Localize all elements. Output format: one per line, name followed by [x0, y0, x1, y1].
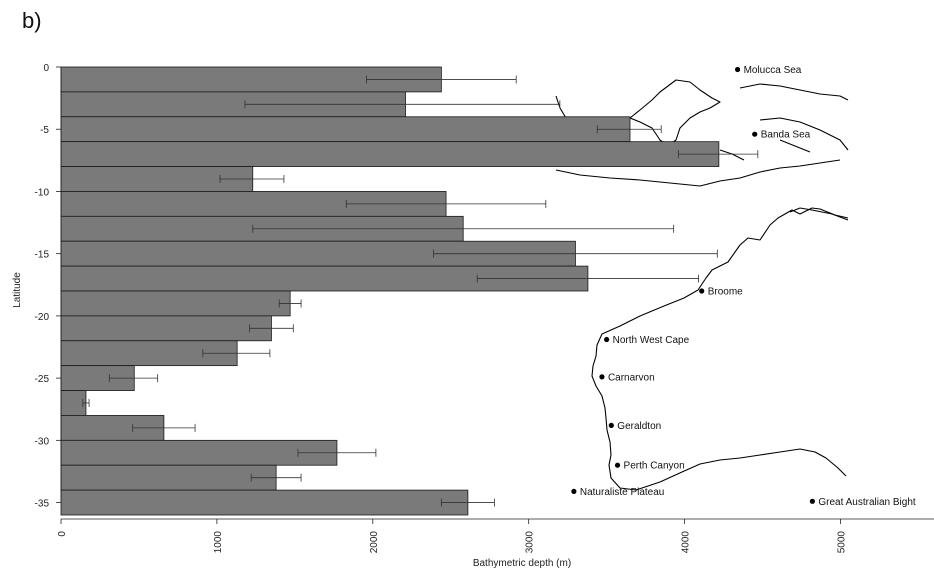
error-bar [433, 249, 718, 258]
bars-layer [60, 66, 720, 516]
x-tick-label: 5000 [836, 531, 847, 554]
error-bar [677, 150, 759, 159]
y-tick-label: -20 [35, 312, 50, 323]
place-dot [614, 462, 621, 468]
error-bar [132, 423, 196, 432]
bar [60, 315, 272, 342]
bar [60, 141, 720, 167]
error-bar [366, 75, 517, 84]
place-label: Broome [708, 287, 743, 298]
error-bar [108, 374, 159, 383]
x-tick-label: 2000 [369, 531, 380, 554]
place-label: Molucca Sea [744, 65, 802, 76]
error-bar [345, 199, 547, 208]
error-bar [244, 100, 561, 109]
place-annotation: Broome [699, 287, 743, 298]
bar [60, 390, 87, 416]
place-label: Naturaliste Plateau [580, 487, 665, 498]
bar [60, 290, 291, 317]
place-dot [752, 131, 758, 137]
panel-label: b) [22, 8, 42, 33]
error-bar [297, 448, 377, 457]
coastline-kimberley [789, 207, 849, 221]
place-annotation: Geraldton [608, 421, 661, 432]
place-label: Geraldton [617, 421, 661, 432]
y-tick-label: -35 [35, 499, 50, 510]
bar [60, 116, 631, 143]
place-annotation: Perth Canyon [614, 461, 685, 472]
error-bar [219, 175, 285, 183]
bar [60, 489, 469, 516]
place-dot [608, 422, 614, 428]
coastline-sulawesi [629, 79, 721, 147]
y-tick-label: 0 [43, 63, 49, 74]
x-tick-label: 1000 [213, 531, 224, 554]
place-dot [809, 498, 816, 504]
place-label: Banda Sea [761, 130, 811, 141]
place-annotation: Banda Sea [752, 130, 811, 141]
y-tick-label: -30 [35, 436, 50, 447]
place-annotation: Naturaliste Plateau [571, 487, 664, 498]
x-tick-label: 4000 [681, 531, 692, 554]
error-bar [440, 498, 495, 507]
x-tick-label: 0 [57, 531, 68, 537]
y-tick-label: -15 [35, 250, 50, 261]
error-bar [252, 224, 675, 233]
error-bar [202, 349, 271, 358]
axes-layer: 0 -5 -10 -15 -20 -25 -30 -35 0 1000 2000 3000 4000 50… [35, 63, 934, 553]
error-bar [596, 125, 662, 134]
place-dot [599, 374, 605, 380]
error-bar [250, 473, 302, 482]
annotations-layer: Molucca Sea Banda Sea Broome North West Cap… [571, 65, 916, 508]
place-dot [571, 488, 577, 494]
place-annotation: Carnarvon [599, 372, 655, 383]
bar [60, 464, 277, 491]
place-annotation: North West Cape [604, 335, 690, 346]
error-bar [82, 399, 90, 407]
y-tick-label: -25 [35, 374, 50, 385]
coastline-indonesia-south [555, 159, 841, 187]
error-bars-layer [82, 75, 759, 507]
place-annotation: Molucca Sea [734, 65, 802, 76]
error-bar [476, 274, 700, 283]
coastline-western-australia [591, 207, 849, 491]
place-label: Perth Canyon [624, 461, 685, 472]
x-tick-label: 3000 [525, 531, 536, 554]
error-bar [278, 299, 302, 308]
error-bar [249, 324, 294, 333]
place-dot [734, 66, 741, 73]
place-label: North West Cape [613, 335, 690, 346]
x-axis-title: Bathymetric depth (m) [473, 558, 571, 569]
place-dot [604, 336, 610, 343]
y-tick-label: -10 [35, 187, 50, 198]
place-label: Great Australian Bight [818, 497, 915, 508]
place-annotation: Great Australian Bight [809, 497, 916, 508]
place-dot [699, 288, 705, 294]
y-tick-label: -5 [40, 125, 49, 136]
place-label: Carnarvon [608, 372, 655, 383]
y-axis-title: Latitude [12, 272, 23, 308]
bar [60, 439, 338, 466]
